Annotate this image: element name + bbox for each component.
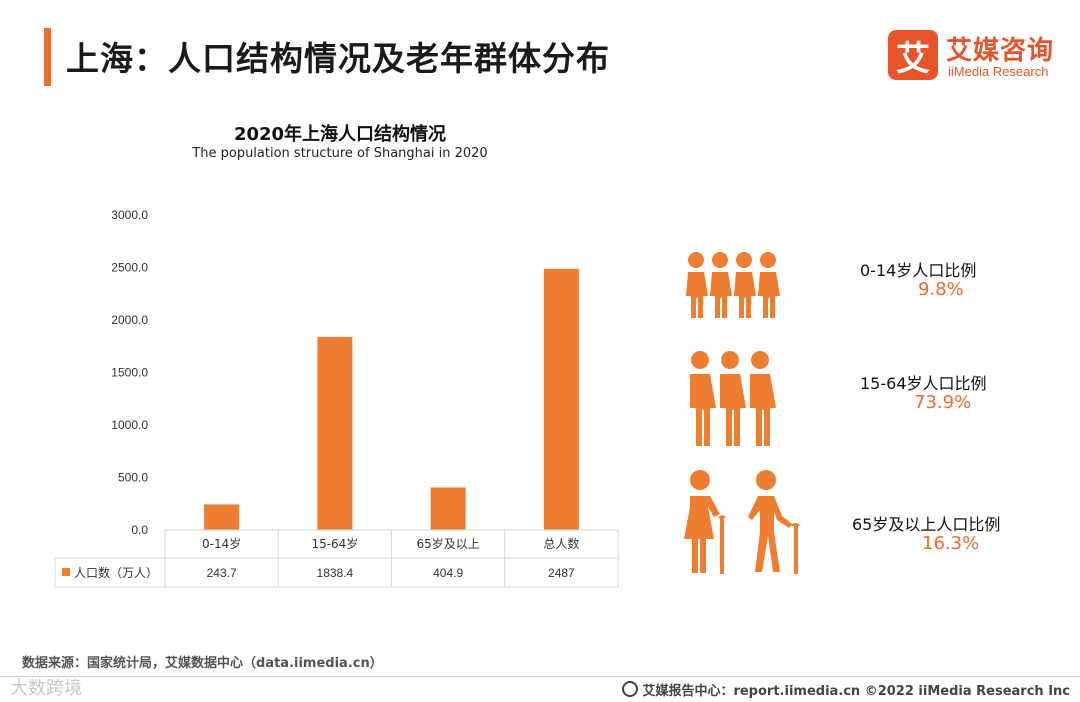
stat-value-children: 9.8% bbox=[918, 279, 964, 300]
y-tick-label: 1000.0 bbox=[111, 418, 148, 432]
footer-credit-text: 艾媒报告中心：report.iimedia.cn ©2022 iiMedia R… bbox=[642, 684, 1070, 699]
stat-value-adults: 73.9% bbox=[914, 392, 972, 413]
legend-swatch bbox=[62, 568, 70, 576]
y-tick-label: 2500.0 bbox=[111, 261, 148, 275]
legend-label: 人口数（万人） bbox=[74, 565, 158, 580]
data-label: 1838.4 bbox=[317, 566, 354, 580]
stat-value-elderly: 16.3% bbox=[922, 533, 980, 554]
logo-mark: 艾 bbox=[888, 30, 938, 80]
chart-subtitle: The population structure of Shanghai in … bbox=[192, 146, 488, 161]
x-tick-label: 15-64岁 bbox=[311, 536, 358, 551]
data-label: 404.9 bbox=[433, 566, 463, 580]
x-tick-label: 65岁及以上 bbox=[416, 536, 479, 551]
y-tick-label: 3000.0 bbox=[111, 208, 148, 222]
y-tick-label: 0.0 bbox=[131, 523, 148, 537]
bar bbox=[430, 487, 466, 530]
adults-icon bbox=[690, 351, 776, 446]
watermark: 大数跨境 bbox=[10, 678, 82, 699]
chart-title: 2020年上海人口结构情况 bbox=[233, 124, 447, 145]
data-source: 数据来源：国家统计局，艾媒数据中心（data.iimedia.cn） bbox=[22, 656, 383, 671]
x-tick-label: 0-14岁 bbox=[202, 536, 241, 551]
y-tick-label: 2000.0 bbox=[111, 313, 148, 327]
logo: 艾 艾媒咨询 iiMedia Research bbox=[888, 30, 1066, 86]
footer-credit: 艾媒报告中心：report.iimedia.cn ©2022 iiMedia R… bbox=[622, 680, 1070, 699]
stat-label-children: 0-14岁人口比例 bbox=[860, 261, 977, 280]
footer-divider bbox=[0, 676, 1080, 677]
title-accent-bar bbox=[44, 28, 51, 86]
logo-name-en: iiMedia Research bbox=[948, 64, 1049, 79]
elderly-icon bbox=[684, 470, 800, 574]
page-title: 上海：人口结构情况及老年群体分布 bbox=[66, 39, 610, 78]
bar bbox=[317, 336, 353, 530]
globe-icon bbox=[622, 681, 639, 697]
data-label: 243.7 bbox=[207, 566, 237, 580]
stat-label-adults: 15-64岁人口比例 bbox=[860, 374, 987, 393]
population-bar-chart: 0.0 500.0 1000.0 1500.0 2000.0 2500.0 3000.0 0-… bbox=[54, 208, 619, 588]
y-tick-label: 1500.0 bbox=[111, 366, 148, 380]
bar bbox=[543, 268, 579, 530]
children-icon bbox=[686, 252, 780, 318]
bar bbox=[204, 504, 240, 530]
logo-name-cn: 艾媒咨询 bbox=[946, 36, 1055, 66]
data-label: 2487 bbox=[548, 566, 575, 580]
y-tick-label: 500.0 bbox=[118, 471, 148, 485]
stat-label-elderly: 65岁及以上人口比例 bbox=[852, 515, 1001, 534]
x-tick-label: 总人数 bbox=[543, 536, 579, 551]
